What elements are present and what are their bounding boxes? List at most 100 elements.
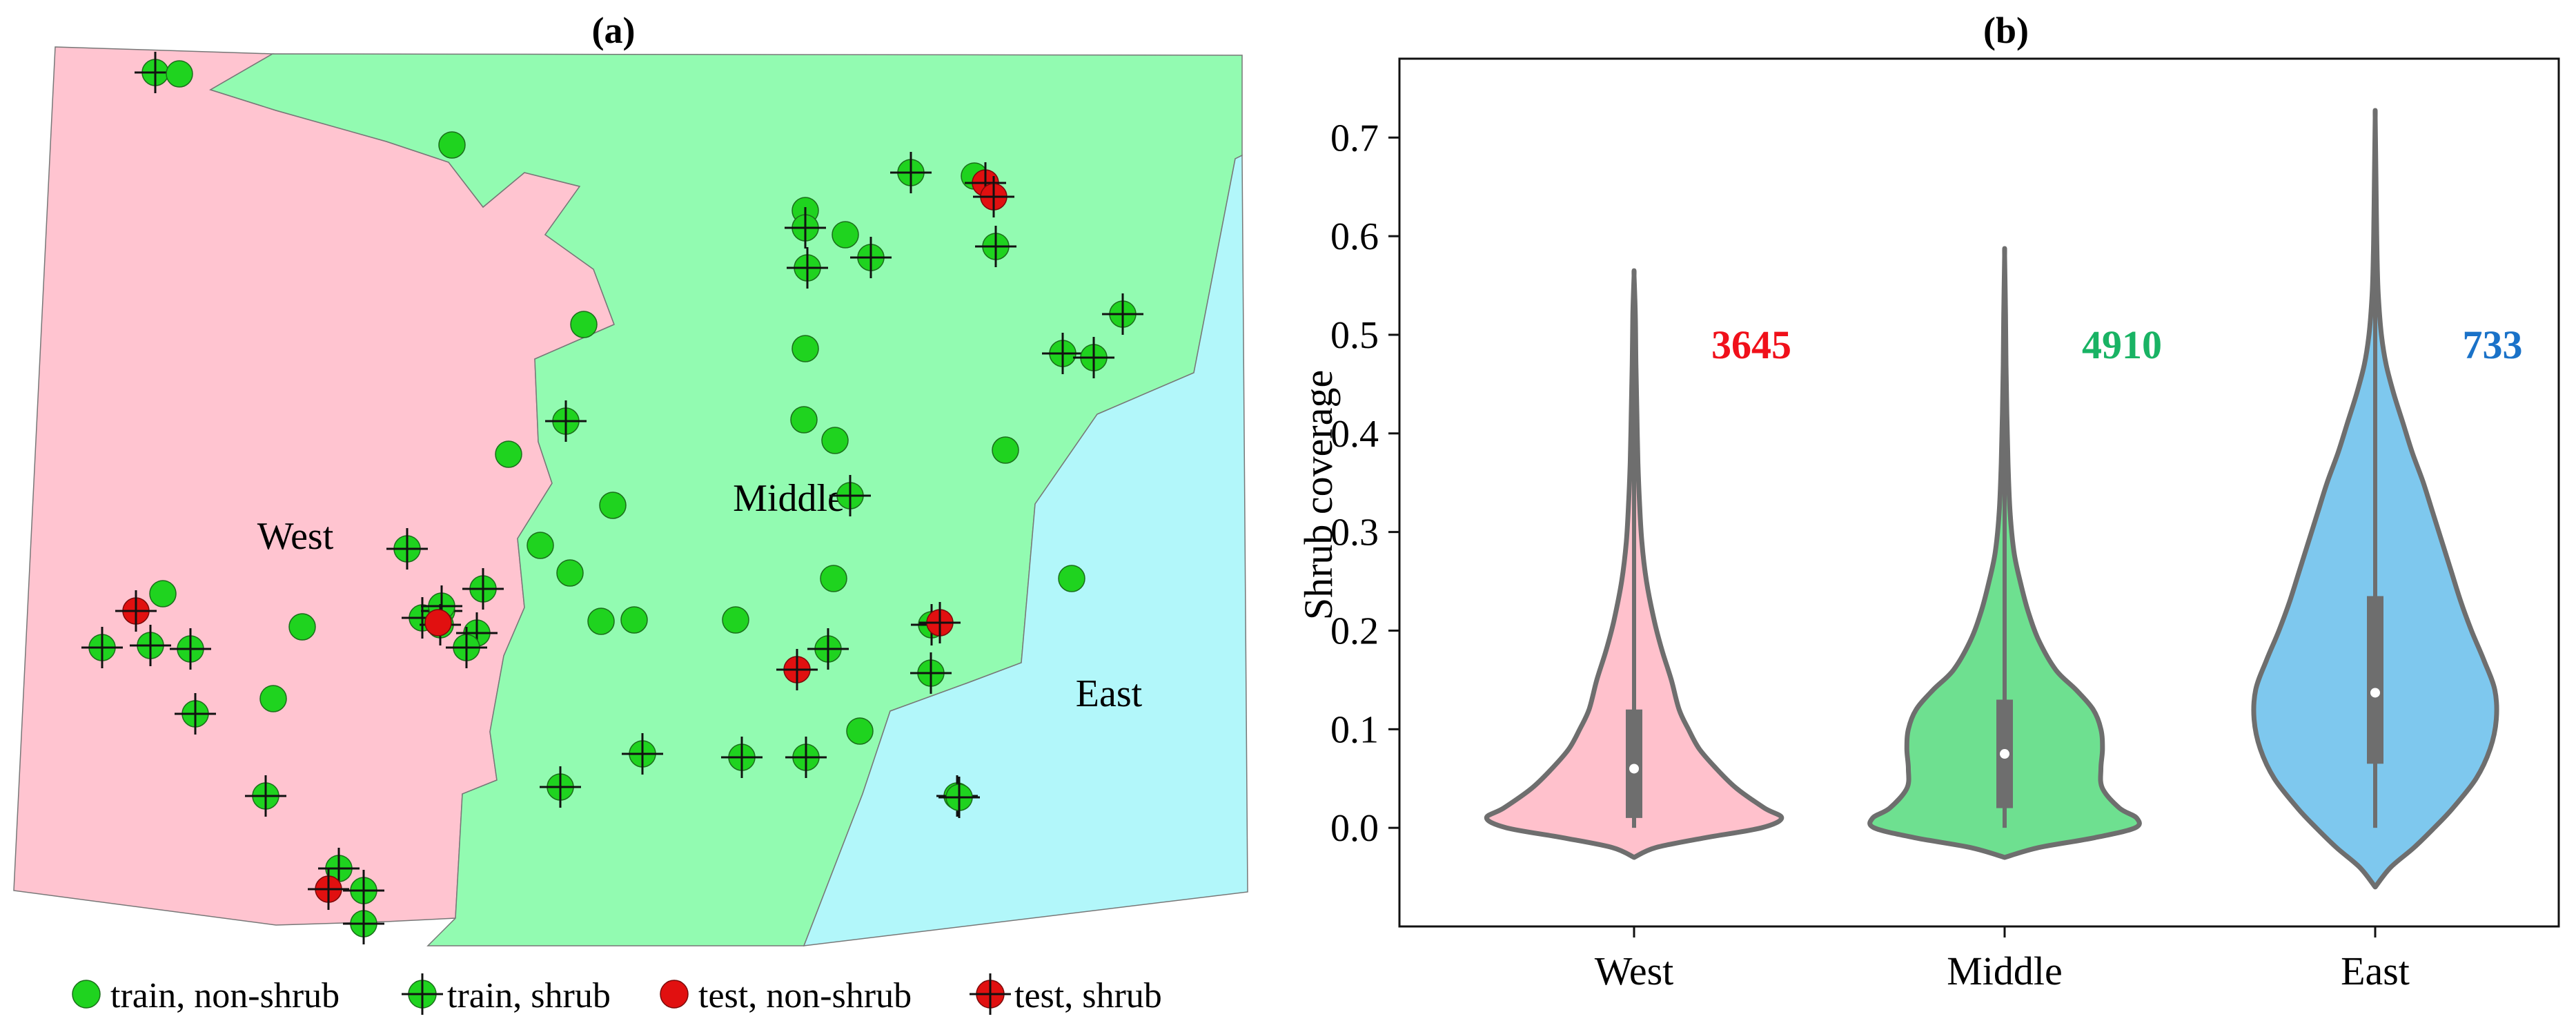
map-point-train-shrub [807, 628, 849, 670]
count-labels: 3645 4910 733 [1711, 322, 2523, 367]
map-point-train-shrub [787, 247, 828, 289]
map-point-train-non-shrub [570, 311, 598, 338]
map-point-train-shrub [850, 237, 892, 278]
map-point-train-non-shrub [587, 608, 615, 635]
legend-label-train-non-shrub: train, non-shrub [110, 976, 340, 1016]
map-point-test-shrub [776, 649, 818, 690]
x-tick-label-east: East [2341, 949, 2410, 993]
map-point-train-non-shrub [722, 606, 749, 634]
violin-layer [1484, 108, 2499, 890]
map-point-train-shrub [1073, 337, 1114, 378]
map-point-test-non-shrub [424, 609, 452, 637]
map-point-train-shrub [245, 775, 286, 817]
map-point-train-shrub [938, 777, 980, 818]
map-point-train-shrub [462, 568, 504, 610]
count-label-east: 733 [2463, 322, 2523, 367]
legend-marker-test-shrub [970, 973, 1011, 1015]
panel-a: (a) West Middle East train, non-shrub tr… [13, 10, 1248, 1016]
map-point-train-non-shrub [259, 685, 287, 712]
legend-label-test-shrub: test, shrub [1014, 976, 1162, 1016]
map-point-train-non-shrub [599, 492, 627, 519]
legend-label-train-shrub: train, shrub [447, 976, 611, 1016]
map-point-test-shrub [919, 602, 961, 643]
panel-b-title: (b) [1983, 10, 2029, 51]
region-label-middle: Middle [733, 477, 845, 520]
map-point-train-shrub [910, 652, 952, 694]
map-point-train-non-shrub [1058, 565, 1085, 592]
map-point-train-non-shrub [620, 606, 648, 634]
violin-west [1484, 268, 1784, 860]
map-point-train-non-shrub [821, 427, 849, 454]
map-point-train-shrub [130, 625, 171, 666]
map-point-train-shrub [175, 693, 216, 735]
y-axis-label: Shrub coverage [1296, 370, 1341, 620]
region-label-east: East [1076, 672, 1143, 715]
map-point-train-shrub [890, 152, 932, 193]
map-points [81, 52, 1143, 944]
map-point-train-non-shrub [495, 440, 522, 468]
y-tick-label: 0.3 [1330, 512, 1379, 554]
map-point-train-shrub [343, 903, 384, 944]
map-point-test-shrub [973, 176, 1014, 217]
map-point-train-non-shrub [166, 60, 193, 88]
map-point-train-non-shrub [556, 559, 584, 587]
y-tick-label: 0.4 [1330, 413, 1379, 456]
map-point-train-non-shrub [792, 335, 819, 362]
map-point-train-shrub [721, 737, 763, 778]
y-tick-label: 0.2 [1330, 610, 1379, 652]
violin-median-middle [2000, 749, 2009, 759]
map-point-train-non-shrub [820, 565, 847, 592]
region-label-west: West [257, 515, 334, 558]
violin-east [2251, 108, 2499, 890]
map-point-train-shrub [81, 627, 123, 668]
violin-middle [1867, 246, 2142, 860]
violin-median-east [2370, 688, 2380, 698]
map-point-train-non-shrub [992, 436, 1019, 464]
map-point-train-shrub [1102, 293, 1143, 335]
y-tick-label: 0.1 [1330, 708, 1379, 751]
y-tick-label: 0.6 [1330, 215, 1379, 258]
map-point-train-non-shrub [288, 613, 316, 641]
map-point-test-shrub [115, 590, 157, 632]
map-point-train-shrub [446, 627, 487, 668]
violin-iqr-box-east [2367, 596, 2383, 764]
y-tick-label: 0.5 [1330, 314, 1379, 357]
y-tick-label: 0.7 [1330, 117, 1379, 159]
legend-label-test-non-shrub: test, non-shrub [698, 976, 912, 1016]
map-point-train-non-shrub [846, 717, 874, 745]
map-point-train-shrub [170, 628, 211, 670]
map-point-train-shrub [1042, 333, 1083, 374]
legend-marker-test-non-shrub [660, 980, 689, 1009]
plot-frame [1398, 57, 2560, 928]
map-legend: train, non-shrub train, shrub test, non-… [72, 973, 1162, 1016]
legend-marker-train-shrub [402, 973, 443, 1015]
violin-iqr-box-west [1626, 709, 1642, 818]
map-point-train-non-shrub [438, 131, 466, 159]
map-point-train-non-shrub [832, 221, 859, 249]
map-point-train-shrub [785, 207, 826, 249]
violin-median-west [1629, 764, 1639, 774]
region-east-area [803, 154, 1248, 946]
map-point-train-shrub [386, 528, 428, 570]
map-point-train-shrub [540, 766, 581, 808]
map-point-train-shrub [829, 475, 871, 516]
panel-b: (b) Shrub coverage 0.0 0.1 0.2 0.3 0.4 0.5 0.6… [1296, 10, 2560, 993]
x-tick-label-west: West [1595, 949, 1674, 993]
y-tick-label: 0.0 [1330, 807, 1379, 850]
x-axis-ticks: West Middle East [1595, 926, 2410, 993]
legend-marker-train-non-shrub [72, 980, 101, 1009]
y-axis-ticks: 0.0 0.1 0.2 0.3 0.4 0.5 0.6 0.7 [1330, 117, 1399, 850]
map-point-train-shrub [975, 226, 1016, 267]
map-point-train-shrub [785, 737, 827, 778]
panel-a-title: (a) [592, 10, 636, 51]
map-point-test-shrub [308, 868, 349, 910]
map-point-train-non-shrub [527, 532, 554, 559]
map-point-train-shrub [622, 733, 663, 775]
x-tick-label-middle: Middle [1947, 949, 2063, 993]
count-label-middle: 4910 [2082, 322, 2162, 367]
count-label-west: 3645 [1711, 322, 1791, 367]
map-point-train-non-shrub [790, 406, 818, 434]
map-point-train-shrub [545, 400, 587, 442]
map-point-train-non-shrub [149, 580, 177, 608]
